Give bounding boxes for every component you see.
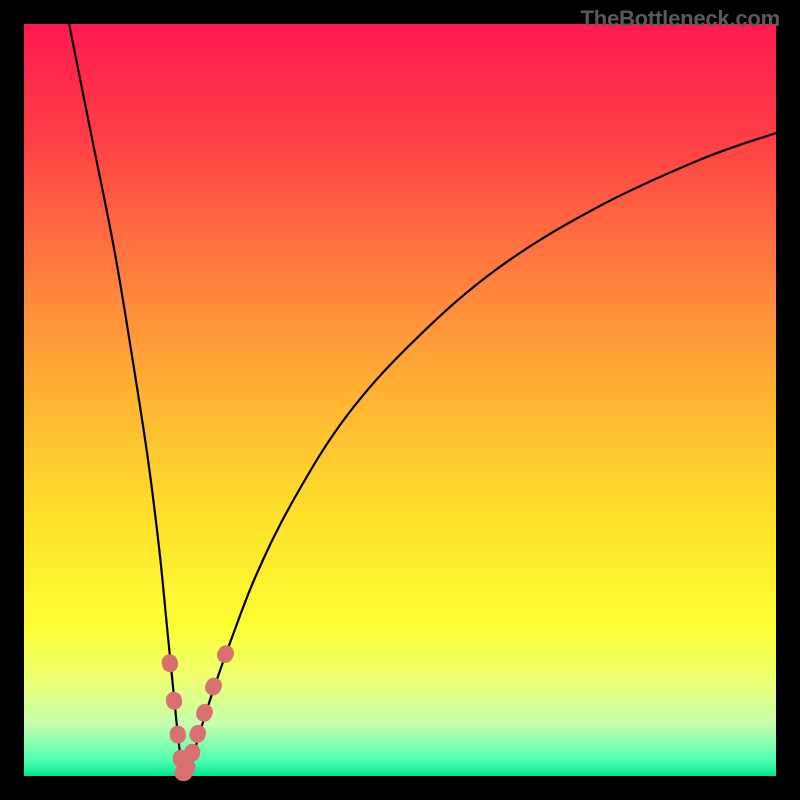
marker: [194, 701, 216, 724]
watermark-text: TheBottleneck.com: [580, 6, 780, 32]
marker: [214, 642, 237, 666]
marker: [165, 691, 184, 712]
plot-area: [24, 24, 776, 776]
plot-curves: [24, 24, 776, 776]
marker: [187, 723, 208, 745]
curve-right: [183, 133, 776, 776]
chart-frame: TheBottleneck.com: [0, 0, 800, 800]
marker: [202, 675, 224, 698]
marker: [169, 725, 187, 745]
marker-layer: [160, 642, 237, 781]
marker: [160, 653, 179, 674]
